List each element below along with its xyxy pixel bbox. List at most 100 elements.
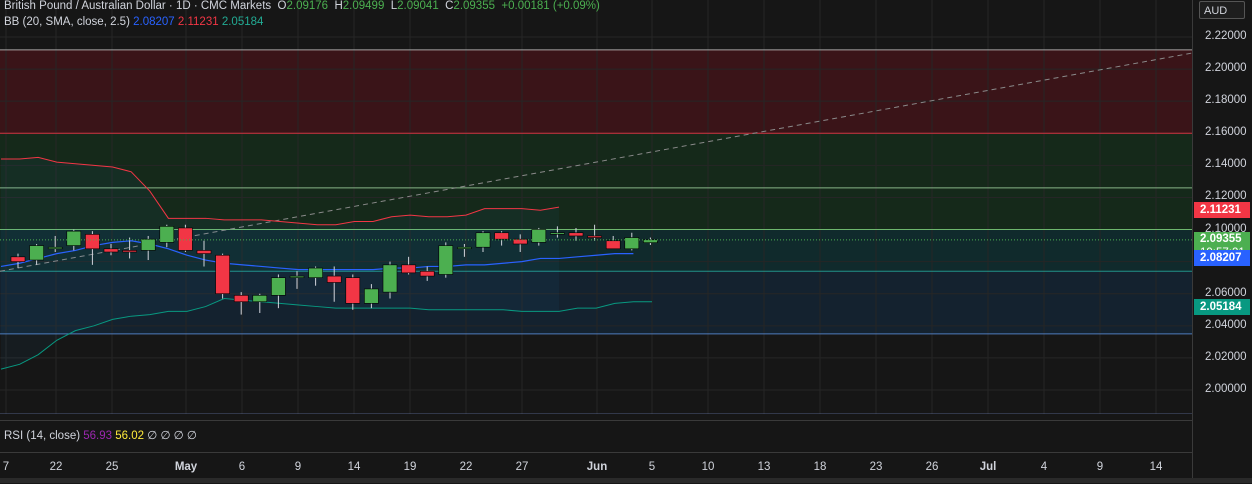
open-value: 2.09176 xyxy=(286,0,329,12)
candle-down xyxy=(122,250,137,253)
trend-line xyxy=(0,52,1193,272)
candle-up xyxy=(47,246,63,250)
bb-upper-line xyxy=(1,156,560,226)
price-chart-pane[interactable]: British Pound / Australian Dollar · 1D ·… xyxy=(0,0,1193,415)
last-price-value: 2.09355 xyxy=(1200,232,1242,245)
time-axis-label: 9 xyxy=(1096,461,1104,473)
open-label: O xyxy=(277,0,287,12)
price-axis-label: 2.20000 xyxy=(1205,62,1247,75)
price-axis-label: 2.16000 xyxy=(1205,126,1247,139)
candle-up xyxy=(643,239,658,244)
high-value: 2.09499 xyxy=(342,0,385,12)
currency-label[interactable]: AUD xyxy=(1199,1,1245,19)
price-axis-label: 2.22000 xyxy=(1205,30,1247,42)
rsi-legend-name[interactable]: RSI (14, close) xyxy=(4,430,81,442)
price-axis-label: 2.12000 xyxy=(1205,190,1247,203)
low-label: L xyxy=(390,0,398,12)
change-value: +0.00181 (+0.09%) xyxy=(501,0,600,12)
bb-legend[interactable]: BB (20, SMA, close, 2.5) 2.08207 2.11231… xyxy=(4,16,263,28)
candle-up xyxy=(531,229,547,243)
candle-down xyxy=(494,232,509,240)
candle-up xyxy=(140,238,156,251)
time-axis-label: Jul xyxy=(979,461,997,473)
price-axis-label: 2.06000 xyxy=(1205,286,1247,299)
candle-down xyxy=(419,270,435,277)
time-axis-label: 26 xyxy=(925,461,939,473)
time-axis-label: 14 xyxy=(1149,461,1163,473)
rsi-pane[interactable]: RSI (14, close) 56.93 56.02 ∅ ∅ ∅ ∅ xyxy=(0,420,1192,453)
candle-up xyxy=(457,246,472,249)
candle-up xyxy=(624,237,640,250)
candle-up xyxy=(382,264,398,293)
candle-down xyxy=(345,277,361,304)
candle-down xyxy=(605,240,621,250)
close-label: C xyxy=(445,0,454,12)
time-axis-label: Jun xyxy=(586,461,608,473)
bottom-scroll-strip xyxy=(0,478,1252,483)
low-value: 2.09041 xyxy=(397,0,439,12)
candle-down xyxy=(233,295,249,303)
candle-down xyxy=(215,254,230,295)
price-axis-label: 2.00000 xyxy=(1205,383,1247,395)
price-axis-label: 2.18000 xyxy=(1205,94,1247,107)
price-axis-label: 2.02000 xyxy=(1205,350,1247,363)
upper-band-tag: 2.11231 xyxy=(1194,201,1250,218)
zone-green xyxy=(0,133,1192,230)
candle-down xyxy=(512,238,528,245)
bb-legend-name[interactable]: BB (20, SMA, close, 2.5) xyxy=(4,16,130,28)
candle-up xyxy=(438,245,454,275)
time-axis-label: 14 xyxy=(347,461,361,473)
candle-up xyxy=(29,245,44,261)
candle-down xyxy=(587,235,602,238)
rsi-ma-value: 56.02 xyxy=(115,430,145,442)
price-axis-label: 2.14000 xyxy=(1205,158,1247,171)
candle-up xyxy=(252,295,268,303)
time-axis-label: 27 xyxy=(515,461,529,473)
candle-down xyxy=(568,232,584,237)
price-chart-svg[interactable] xyxy=(0,0,1193,415)
basis-tag: 2.08207 xyxy=(1194,250,1250,267)
time-axis-label: 22 xyxy=(49,461,63,473)
candle-down xyxy=(85,234,100,250)
candle-up xyxy=(66,230,82,246)
time-axis-label: 10 xyxy=(701,461,715,473)
time-axis-label: 5 xyxy=(648,461,656,473)
candle-up xyxy=(289,275,305,278)
candle-up xyxy=(550,232,565,235)
candle-down xyxy=(178,227,193,251)
price-axis-label: 2.04000 xyxy=(1205,318,1247,331)
time-axis-label: 9 xyxy=(294,461,302,473)
close-value: 2.09355 xyxy=(453,0,495,12)
symbol-title[interactable]: British Pound / Australian Dollar · 1D ·… xyxy=(4,0,272,12)
symbol-legend: British Pound / Australian Dollar · 1D ·… xyxy=(4,0,600,12)
candle-up xyxy=(159,226,175,243)
candle-up xyxy=(271,277,286,296)
time-axis-label: 13 xyxy=(757,461,771,473)
candle-down xyxy=(10,256,26,262)
time-axis-label: May xyxy=(174,461,198,473)
time-axis-label: 7 xyxy=(2,461,10,473)
candle-down xyxy=(326,275,342,283)
bb-upper-value: 2.11231 xyxy=(177,16,219,28)
rsi-empty-values: ∅ ∅ ∅ ∅ xyxy=(147,430,197,442)
time-axis-label: 6 xyxy=(238,461,246,473)
candle-down xyxy=(196,250,212,254)
rsi-value: 56.93 xyxy=(83,430,113,442)
bb-basis-value: 2.08207 xyxy=(133,16,175,28)
candle-up xyxy=(308,267,323,278)
candle-down xyxy=(401,264,416,274)
rsi-legend[interactable]: RSI (14, close) 56.93 56.02 ∅ ∅ ∅ ∅ xyxy=(4,428,197,442)
time-axis-label: 4 xyxy=(1040,461,1048,473)
time-axis-label: 22 xyxy=(459,461,473,473)
time-axis-label: 23 xyxy=(869,461,883,473)
high-label: H xyxy=(334,0,343,12)
bb-lower-line xyxy=(0,298,652,370)
zone-blue xyxy=(0,271,1192,334)
lower-band-tag: 2.05184 xyxy=(1194,298,1250,315)
price-axis-label: 2.10000 xyxy=(1205,222,1247,235)
band-fill xyxy=(1,157,559,370)
candle-up xyxy=(364,288,379,304)
bb-lower-value: 2.05184 xyxy=(221,16,264,28)
price-axis[interactable]: AUD 2.22000 2.20000 2.18000 2.16000 2.14000 2… xyxy=(1192,0,1252,483)
time-axis-label: 18 xyxy=(813,461,827,473)
